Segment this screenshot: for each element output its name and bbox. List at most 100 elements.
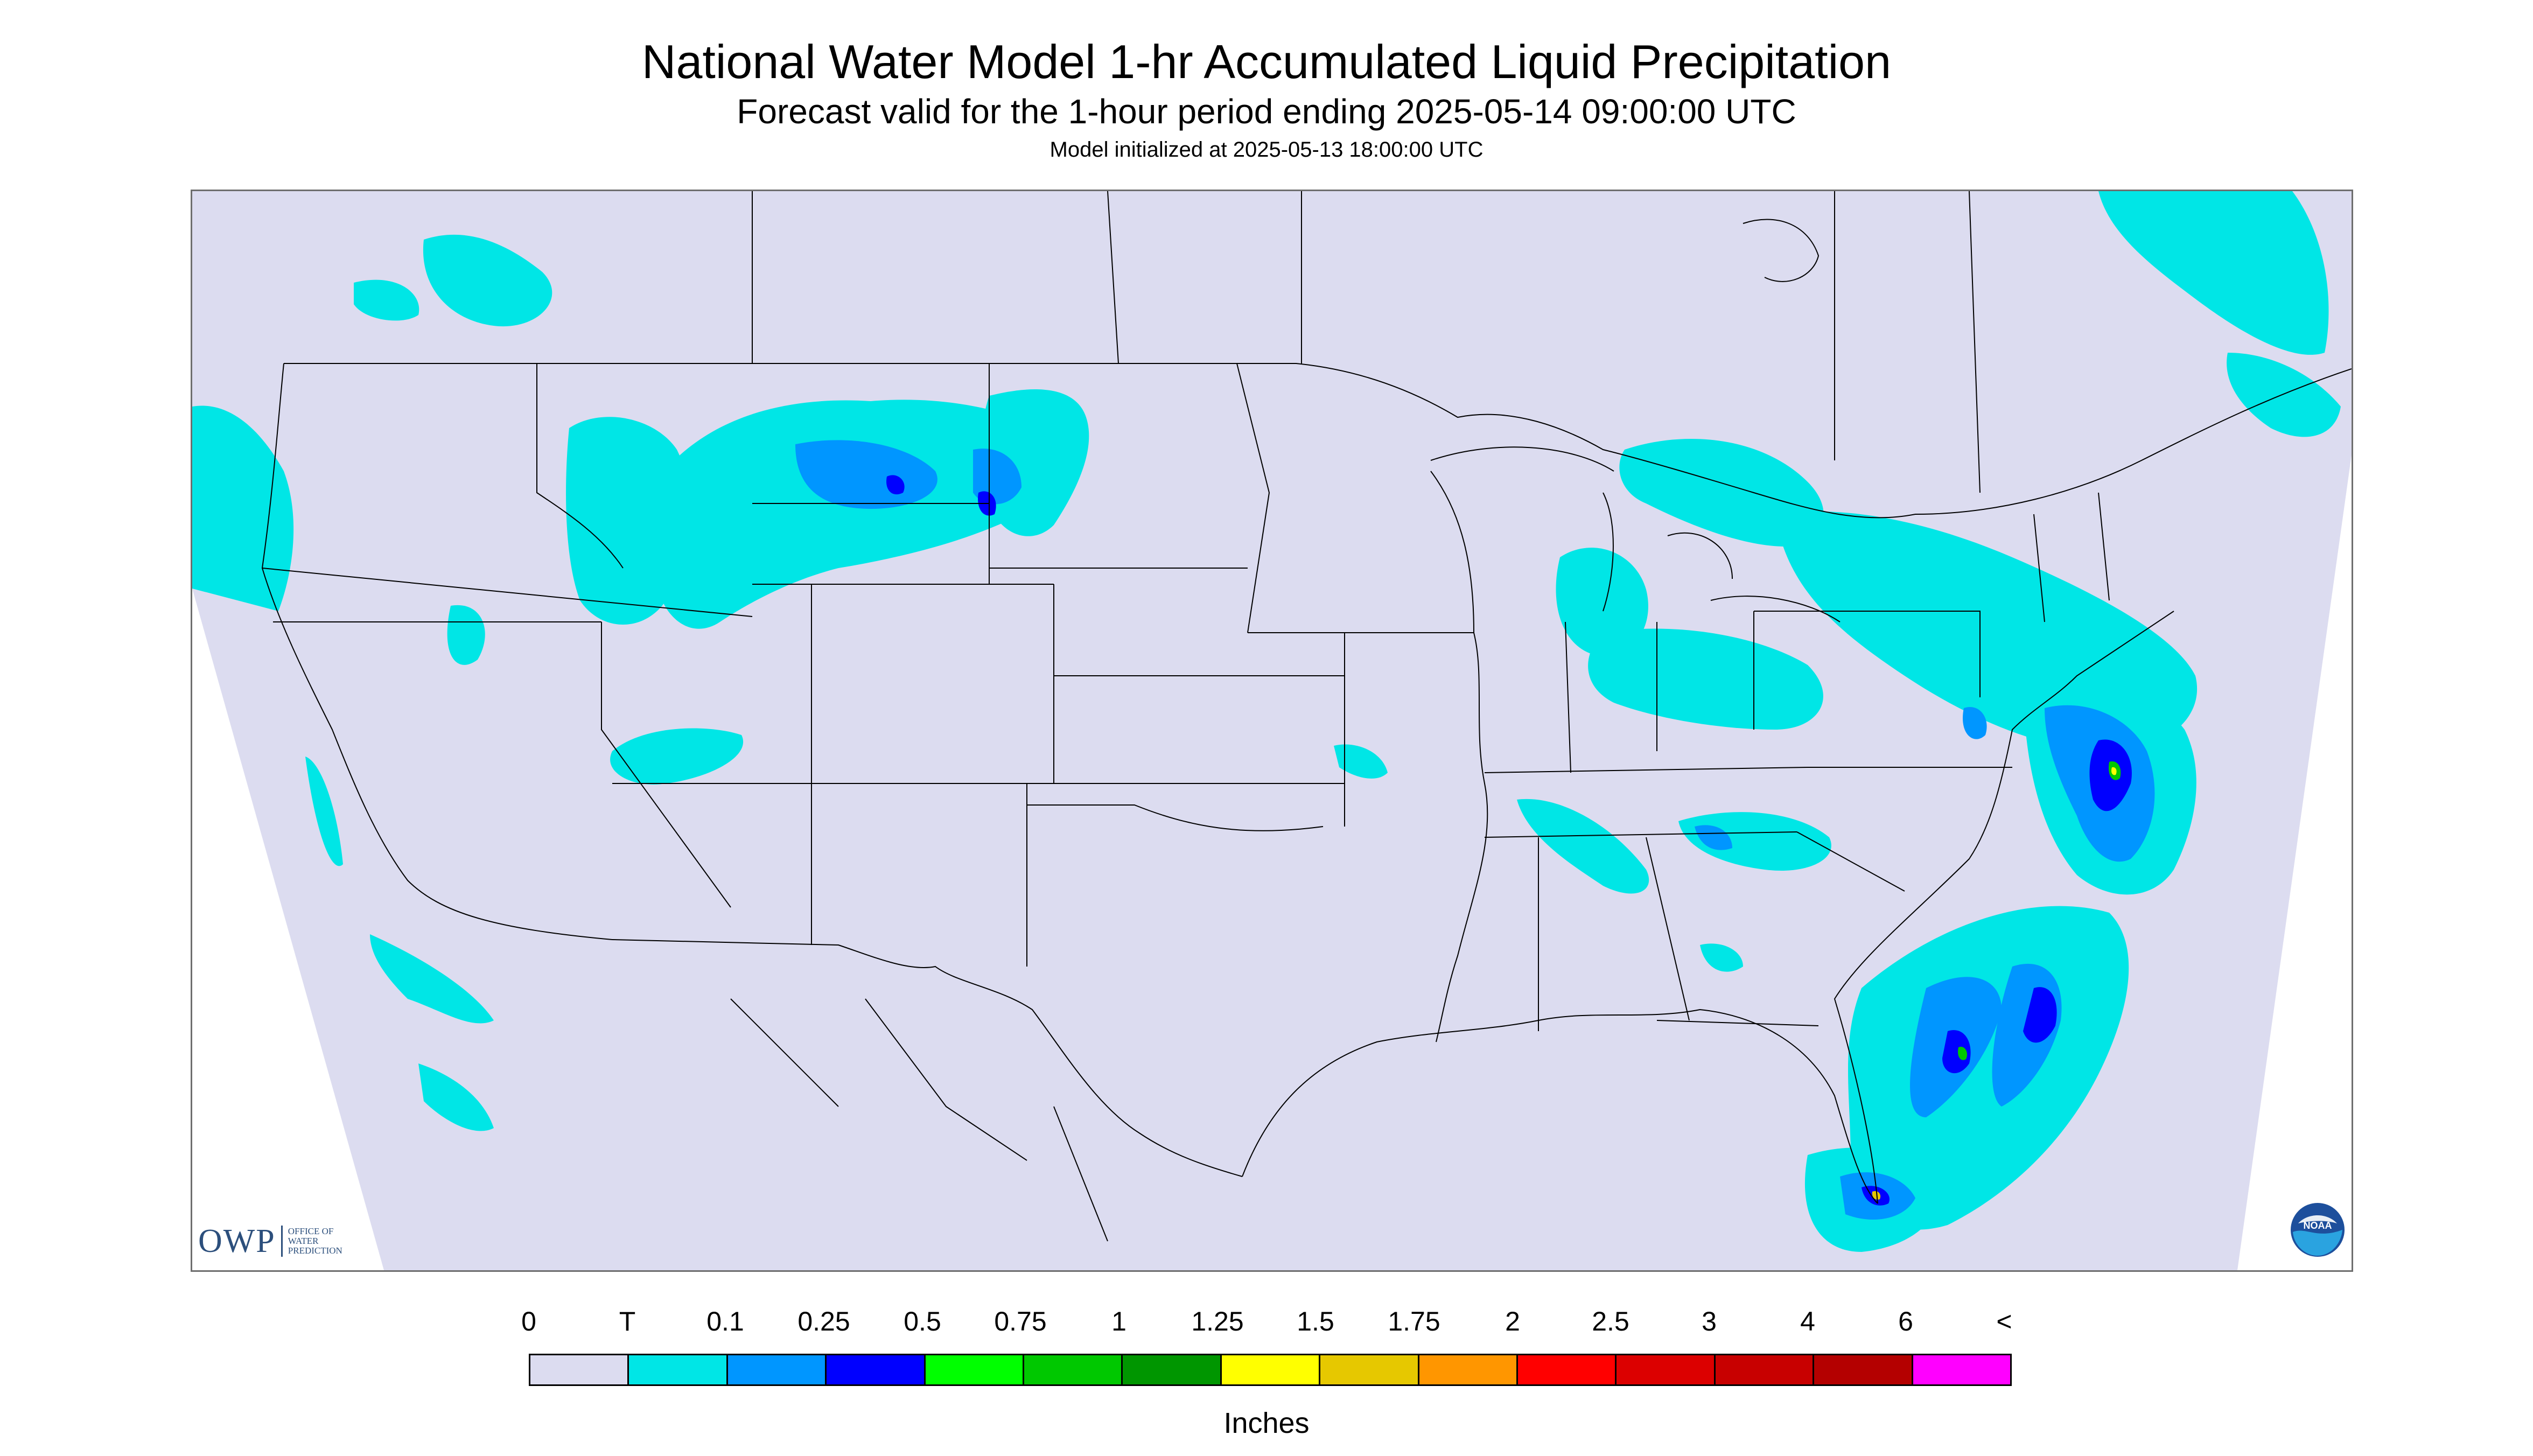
montana-moderate: [973, 449, 1021, 505]
offshore-peak-yellow: [2111, 767, 2117, 775]
dc-moderate: [1963, 707, 1987, 739]
legend-label: 0: [521, 1306, 536, 1336]
n-rockies-precip: [655, 400, 1060, 629]
legend-label: 3: [1702, 1306, 1717, 1336]
nevada-precip: [447, 605, 485, 665]
state-line-al-ga: [1646, 837, 1690, 1021]
state-line-in-il: [1565, 621, 1571, 773]
state-line-pa-ny: [1754, 611, 1981, 697]
state-line-nh-me: [2098, 492, 2110, 601]
state-line-nc-sc: [1796, 831, 1905, 892]
noaa-text: NOAA: [2304, 1220, 2332, 1231]
legend-label: <: [1996, 1306, 2012, 1336]
legend-swatch: [1320, 1355, 1419, 1384]
mexico-state-lines: [730, 998, 1108, 1242]
kansas-precip: [1334, 744, 1388, 779]
maritimes-precip: [2227, 353, 2341, 437]
gulf-coast-small-precip: [1700, 943, 1743, 972]
baja-offshore-precip: [370, 934, 494, 1024]
legend-label: 4: [1800, 1306, 1815, 1336]
precip-peak-areas: [1872, 761, 2121, 1200]
state-line-mississippi-river: [1436, 632, 1488, 1042]
legend-swatch: [1123, 1355, 1222, 1384]
owp-wordmark: OFFICE OF WATER PREDICTION: [288, 1227, 342, 1256]
legend-label: 2: [1505, 1306, 1520, 1336]
atlantic-peak-green: [1958, 1047, 1968, 1060]
state-line-nv-ca: [601, 622, 731, 908]
n-rockies-heavy: [886, 475, 905, 495]
model-init-line: Model initialized at 2025-05-13 18:00:00…: [1049, 138, 1484, 162]
precipitation-map: [191, 190, 2353, 1272]
bc-precip: [423, 234, 552, 327]
ohio-valley-precip: [1588, 628, 1823, 730]
map-title: National Water Model 1-hr Accumulated Li…: [641, 35, 1892, 88]
california-coast-precip: [305, 757, 343, 866]
legend-label: 1.75: [1388, 1306, 1440, 1336]
atlantic-coast: [1834, 611, 2174, 1204]
state-line-ga-fl: [1656, 1020, 1819, 1026]
legend-label: 2.5: [1592, 1306, 1629, 1336]
canada-province-lines: [752, 191, 1981, 493]
state-line-tn-ms: [1484, 831, 1797, 838]
noaa-logo: NOAA: [2290, 1202, 2346, 1258]
georgia-precip: [1678, 812, 1831, 871]
us-mexico-border: [612, 939, 1243, 1177]
legend-label: 6: [1898, 1306, 1913, 1336]
atlantic-heavy-1: [2023, 987, 2057, 1043]
state-line-ny-vt: [2033, 514, 2045, 622]
west-coast: [261, 363, 613, 940]
legend-swatch: [727, 1355, 827, 1384]
owp-logo: OWP OFFICE OF WATER PREDICTION: [198, 1222, 342, 1260]
great-lakes-outline: [1430, 446, 1841, 622]
legend-label: 1.25: [1191, 1306, 1244, 1336]
legend-label: 0.75: [994, 1306, 1047, 1336]
state-line-id-mt: [536, 363, 624, 569]
legend-label: 0.25: [797, 1306, 850, 1336]
legend-units: Inches: [1223, 1407, 1310, 1439]
pacific-south-precip: [418, 1063, 494, 1131]
owp-line-2: WATER: [288, 1236, 319, 1246]
legend-swatch: [1221, 1355, 1321, 1384]
caribbean-peak: [1872, 1191, 1881, 1200]
legend-swatch: [827, 1355, 926, 1384]
legend-label: 1.5: [1297, 1306, 1334, 1336]
pnw-coastal-precip: [192, 405, 294, 611]
legend-swatch: [925, 1355, 1025, 1384]
owp-divider: [281, 1226, 283, 1257]
state-line-wa-or: [262, 568, 753, 617]
state-line-tn-ky: [1484, 767, 1808, 773]
legend-label: 0.5: [904, 1306, 941, 1336]
legend-label: 0.1: [706, 1306, 744, 1336]
legend-swatch: [629, 1355, 728, 1384]
state-line-nd-mn: [1236, 363, 1270, 633]
georgia-moderate: [1695, 825, 1732, 850]
state-line-ok-tx: [1027, 804, 1324, 831]
owp-line-1: OFFICE OF: [288, 1226, 334, 1236]
upper-michigan-precip: [1619, 439, 1824, 547]
noaa-emblem-icon: NOAA: [2291, 1203, 2345, 1257]
legend-label: T: [619, 1306, 636, 1336]
hudson-bay-shore: [1743, 219, 1820, 282]
southeast-precip: [1517, 799, 1649, 894]
canada-west-precip: [354, 279, 419, 321]
legend-swatch: [1617, 1355, 1716, 1384]
atlantic-east-florida-precip: [1848, 906, 2129, 1230]
legend-swatch: [1518, 1355, 1617, 1384]
owp-abbrev: OWP: [198, 1222, 276, 1259]
legend-swatch: [530, 1355, 629, 1384]
political-boundaries: [261, 191, 2352, 1242]
michigan-precip: [1556, 548, 1648, 656]
atlantic-heavy-2: [1942, 1030, 1971, 1074]
legend-label: 1: [1111, 1306, 1126, 1336]
forecast-valid-line: Forecast valid for the 1-hour period end…: [737, 92, 1796, 131]
legend-swatch: [1913, 1355, 2011, 1384]
quebec-precip: [2098, 191, 2329, 355]
canada-us-border: [284, 363, 2352, 519]
legend-colorbar: [529, 1354, 2012, 1386]
legend-swatch: [1419, 1355, 1519, 1384]
utah-precip: [610, 728, 744, 785]
state-line-mn-wi-ia: [1248, 471, 1475, 633]
owp-line-3: PREDICTION: [288, 1245, 342, 1256]
precip-trace-areas: [192, 191, 2341, 1252]
gulf-coast: [1242, 1009, 1878, 1204]
